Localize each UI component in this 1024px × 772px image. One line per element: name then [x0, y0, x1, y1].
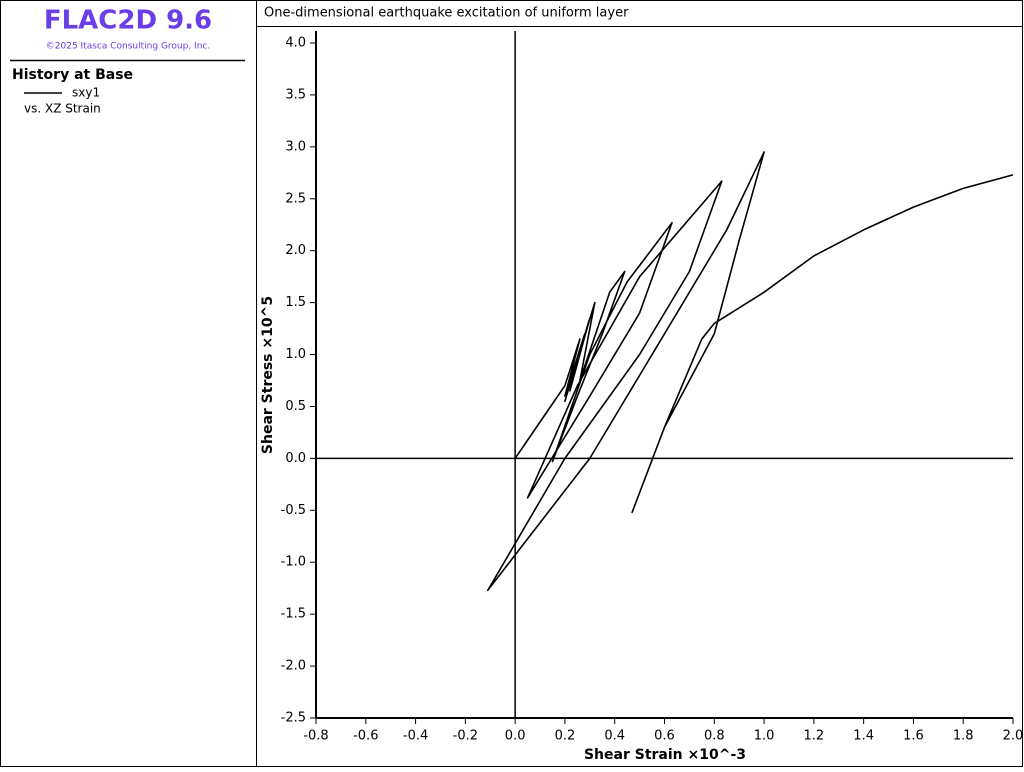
stress-strain-curve — [486, 151, 1014, 592]
y-tick-label: 1.0 — [285, 347, 306, 362]
y-tick-label: 2.0 — [285, 243, 306, 258]
x-axis-label: Shear Strain ×10^-3 — [584, 747, 746, 763]
y-tick-label: 2.5 — [285, 191, 306, 206]
x-tick-label: 0.8 — [704, 729, 725, 744]
copyright: ©2025 Itasca Consulting Group, Inc. — [46, 42, 210, 52]
x-tick-label: -0.2 — [453, 729, 478, 744]
x-tick-label: 1.0 — [754, 729, 775, 744]
y-tick-label: 1.5 — [285, 295, 306, 310]
x-tick-label: 0.6 — [654, 729, 675, 744]
x-tick-label: -0.8 — [303, 729, 328, 744]
x-tick-label: -0.4 — [403, 729, 428, 744]
x-tick-label: 1.2 — [804, 729, 825, 744]
sidebar-heading: History at Base — [12, 67, 133, 83]
sidebar-note: vs. XZ Strain — [24, 102, 101, 116]
x-tick-label: 0.2 — [555, 729, 576, 744]
legend-entry: sxy1 — [72, 86, 100, 100]
y-tick-label: 0.0 — [285, 451, 306, 466]
x-tick-label: 1.6 — [903, 729, 924, 744]
y-tick-label: 4.0 — [285, 36, 306, 51]
x-tick-label: 1.4 — [853, 729, 874, 744]
y-tick-label: 0.5 — [285, 399, 306, 414]
y-tick-label: -2.0 — [281, 659, 306, 674]
x-tick-label: -0.6 — [353, 729, 378, 744]
y-tick-label: -1.0 — [281, 555, 306, 570]
y-tick-label: -2.5 — [281, 711, 306, 726]
x-tick-label: 1.8 — [953, 729, 974, 744]
x-tick-label: 0.4 — [604, 729, 625, 744]
x-tick-label: 0.0 — [505, 729, 526, 744]
chart-title: One-dimensional earthquake excitation of… — [264, 6, 629, 21]
y-axis-label: Shear Stress ×10^5 — [260, 296, 276, 454]
y-tick-label: 3.0 — [285, 139, 306, 154]
y-tick-label: -0.5 — [281, 503, 306, 518]
app-title: FLAC2D 9.6 — [44, 6, 212, 36]
y-tick-label: 3.5 — [285, 87, 306, 102]
x-tick-label: 2.0 — [1003, 729, 1024, 744]
y-tick-label: -1.5 — [281, 607, 306, 622]
